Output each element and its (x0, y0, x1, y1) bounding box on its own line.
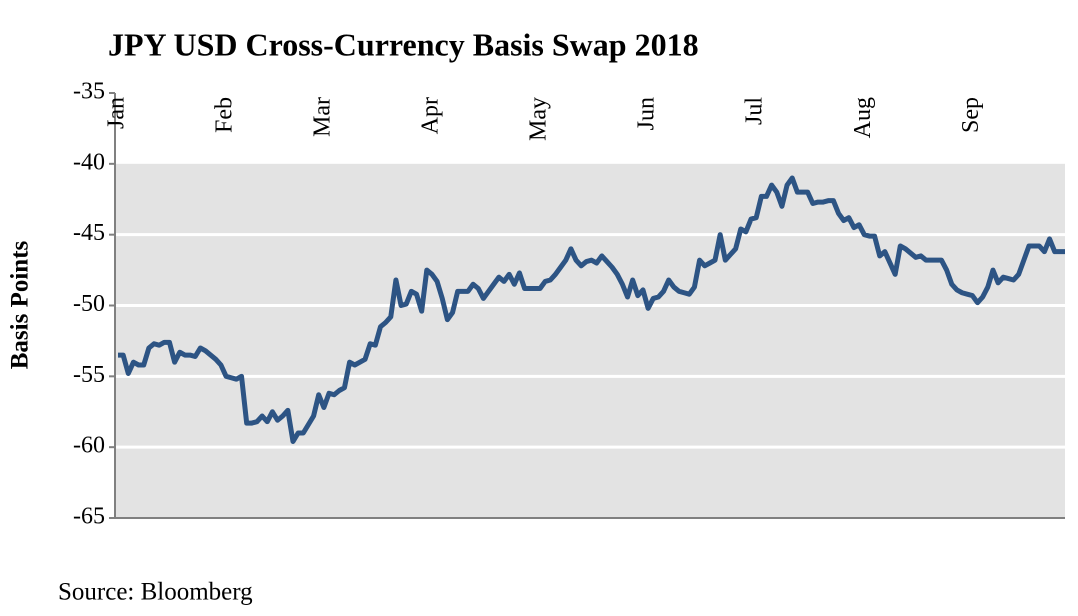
data-line (118, 175, 1065, 444)
y-tick-label: -40 (73, 149, 105, 175)
y-tick-label: -35 (73, 79, 105, 105)
x-tick-label: Jun (634, 97, 660, 130)
x-tick-label: Apr (417, 97, 443, 134)
y-tick-label: -50 (73, 291, 105, 317)
x-tick-label: Aug (850, 97, 876, 138)
x-tick-label: Jan (104, 97, 130, 129)
y-tick-label: -60 (73, 433, 105, 459)
plot-background (115, 163, 1065, 519)
y-axis-label: Basis Points (7, 240, 34, 369)
x-tick-label: Sep (958, 97, 984, 133)
y-tick-label: -55 (73, 362, 105, 388)
x-tick-label: Jul (742, 97, 768, 125)
x-tick-label: May (526, 97, 552, 141)
x-tick-label: Feb (212, 97, 238, 133)
y-tick-label: -65 (73, 504, 105, 530)
source-note: Source: Bloomberg (58, 579, 253, 606)
x-tick-label: Mar (309, 97, 335, 137)
chart-title: JPY USD Cross-Currency Basis Swap 2018 (108, 26, 699, 62)
y-tick-label: -45 (73, 220, 105, 246)
